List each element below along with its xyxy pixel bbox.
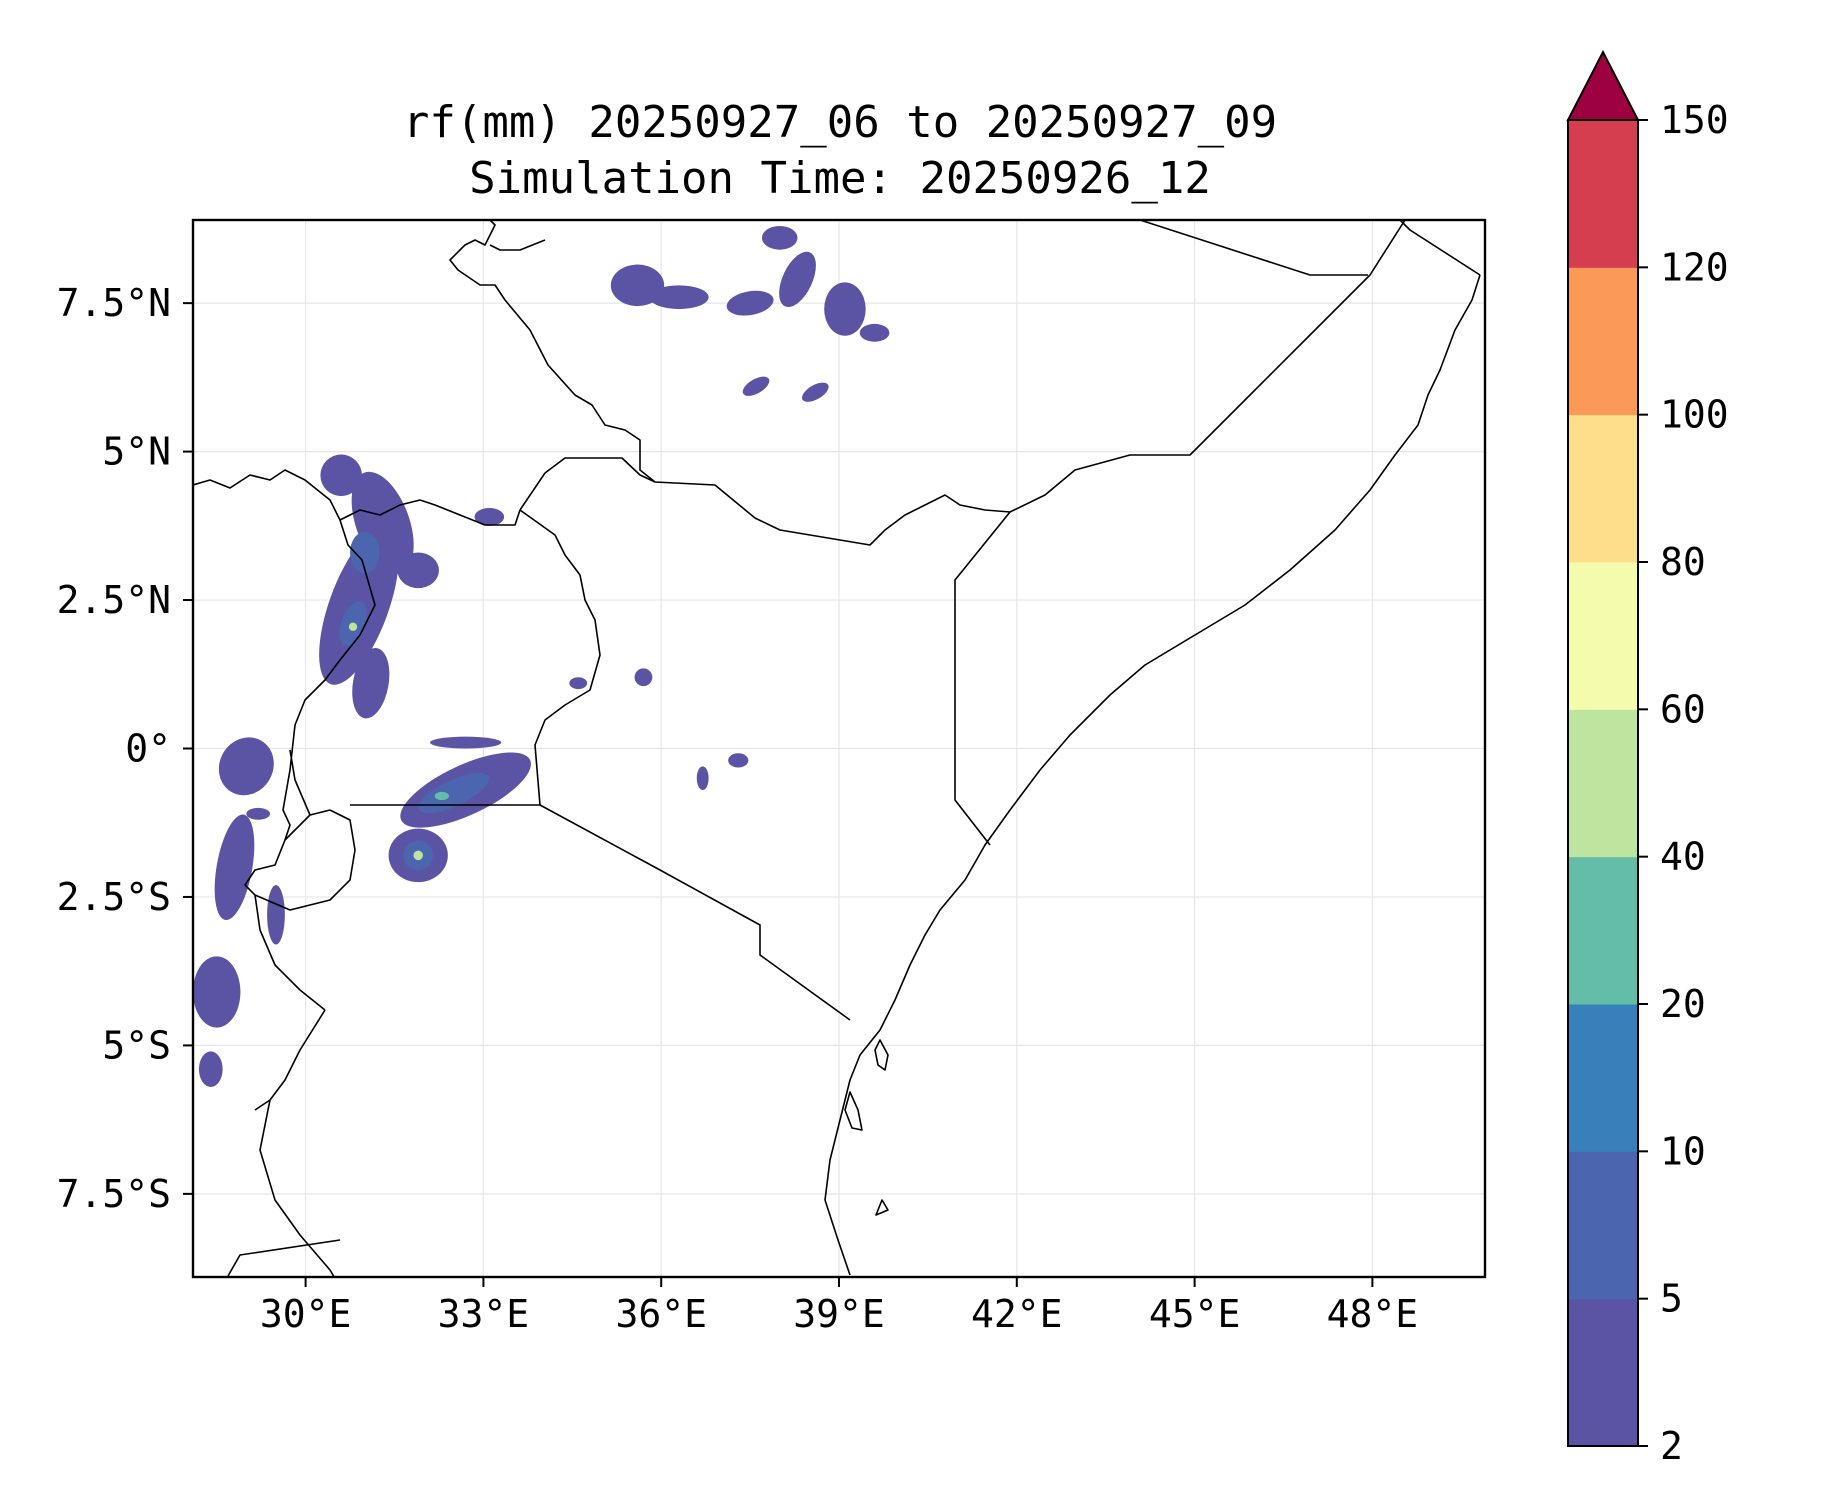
colorbar-segment-5 — [1568, 562, 1638, 710]
y-tick-label-0: 7.5°N — [57, 281, 171, 325]
colorbar-extend-arrow — [1566, 49, 1640, 121]
border-zambia — [227, 1239, 341, 1277]
colorbar-label-3: 20 — [1660, 982, 1706, 1026]
y-tick-label-4: 2.5°S — [57, 875, 171, 919]
rain-cell-30 — [634, 668, 653, 687]
rain-cell-27 — [859, 323, 890, 342]
border-ethiopia-kenya — [519, 457, 1011, 546]
rain-cell-32 — [728, 753, 749, 768]
rain-cell-31 — [569, 677, 588, 690]
rain-cell-5 — [350, 531, 380, 574]
border-rwanda-burundi — [244, 809, 356, 911]
rain-cell-19 — [413, 850, 423, 861]
map-title: rf(mm) 20250927_06 to 20250927_09 Simula… — [190, 95, 1490, 207]
border-tanzania-drc — [254, 1009, 326, 1111]
border-djibouti — [1139, 220, 1368, 276]
rain-cell-25 — [824, 282, 866, 336]
colorbar-label-1: 5 — [1660, 1277, 1683, 1321]
colorbar-label-9: 150 — [1660, 98, 1729, 142]
border-sudan — [489, 239, 546, 251]
colorbar-label-4: 40 — [1660, 835, 1706, 879]
rain-cell-34 — [246, 807, 271, 820]
y-tick-label-1: 5°N — [102, 430, 171, 474]
rain-cell-4 — [397, 552, 439, 589]
y-tick-label-6: 7.5°S — [57, 1172, 171, 1216]
rain-cell-2 — [352, 647, 390, 719]
rain-cell-23 — [726, 290, 774, 316]
colorbar-segment-1 — [1568, 1151, 1638, 1300]
rain-cell-26 — [761, 225, 798, 250]
rain-cell-20 — [430, 736, 502, 749]
colorbar-label-8: 120 — [1660, 245, 1729, 289]
border-burundi-tanzania — [254, 894, 326, 1011]
rain-cell-22 — [649, 285, 709, 310]
colorbar-frame — [1567, 119, 1639, 1447]
island-pemba — [874, 1039, 889, 1071]
title-line-2: Simulation Time: 20250926_12 — [469, 153, 1211, 204]
title-line-1: rf(mm) 20250927_06 to 20250927_09 — [402, 97, 1278, 148]
x-axis: 30°E 33°E 36°E 39°E 42°E 45°E 48°E — [260, 1277, 1418, 1336]
colorbar-segment-8 — [1568, 120, 1638, 268]
rain-cell-9 — [218, 737, 274, 796]
colorbar-segment-2 — [1568, 1004, 1638, 1152]
colorbar: 2 5 10 20 40 60 80 100 120 150 — [1566, 49, 1729, 1468]
y-axis: 7.5°N 5°N 2.5°N 0° 2.5°S 5°S 7.5°S — [57, 281, 193, 1216]
x-tick-label-6: 48°E — [1327, 1292, 1419, 1336]
colorbar-label-2: 10 — [1660, 1129, 1706, 1173]
rain-cell-7 — [348, 622, 358, 631]
colorbar-label-6: 80 — [1660, 540, 1706, 584]
rain-cell-29 — [742, 376, 770, 396]
colorbar-label-5: 60 — [1660, 687, 1706, 731]
rain-cell-28 — [801, 382, 829, 402]
rain-cell-13 — [267, 885, 285, 945]
coastline-east-africa — [824, 274, 1481, 1276]
colorbar-segment-0 — [1568, 1298, 1638, 1447]
border-southsudan-uganda — [193, 469, 521, 526]
rain-cell-3 — [320, 454, 362, 497]
colorbar-segment-6 — [1568, 414, 1638, 563]
colorbar-segment-7 — [1568, 267, 1638, 416]
y-tick-label-3: 0° — [125, 727, 171, 771]
border-uganda-drc — [282, 519, 376, 841]
y-tick-label-5: 5°S — [102, 1023, 171, 1067]
rain-cell-18 — [434, 791, 450, 801]
colorbar-label-7: 100 — [1660, 393, 1729, 437]
y-tick-label-2: 2.5°N — [57, 578, 171, 622]
gridlines — [193, 220, 1485, 1277]
border-kenya-tanzania — [539, 804, 851, 1021]
border-ethiopia-somalia — [1009, 220, 1406, 513]
x-tick-label-4: 42°E — [971, 1292, 1063, 1336]
border-southsudan-ethiopia — [449, 220, 656, 483]
border-drc-west — [289, 749, 311, 816]
x-tick-label-2: 36°E — [615, 1292, 707, 1336]
rain-cell-8 — [474, 508, 505, 526]
island-mafia — [875, 1199, 889, 1216]
coastlines-and-borders — [193, 220, 1481, 1277]
colorbar-label-0: 2 — [1660, 1424, 1683, 1468]
rain-cell-10 — [214, 814, 255, 920]
coastline-gulf-of-aden — [1399, 220, 1481, 276]
x-tick-label-5: 45°E — [1149, 1292, 1241, 1336]
colorbar-segment-3 — [1568, 856, 1638, 1005]
border-kenya-somalia — [954, 511, 1011, 846]
island-zanzibar — [844, 1091, 863, 1131]
rainfall-field — [193, 225, 890, 1087]
rain-cell-24 — [779, 251, 816, 308]
x-tick-label-0: 30°E — [260, 1292, 352, 1336]
rain-cell-33 — [696, 766, 709, 791]
border-uganda-kenya — [519, 509, 601, 806]
border-tanzania-zambia — [259, 1099, 336, 1277]
rain-cell-12 — [198, 1051, 223, 1087]
x-tick-label-1: 33°E — [438, 1292, 530, 1336]
x-tick-label-3: 39°E — [793, 1292, 885, 1336]
rain-cell-16 — [418, 772, 490, 814]
rain-cell-11 — [193, 956, 241, 1028]
colorbar-segment-4 — [1568, 709, 1638, 858]
